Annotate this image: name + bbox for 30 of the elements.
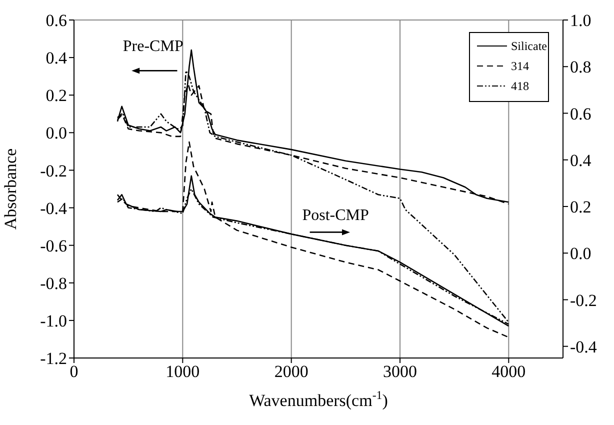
y2-tick-label: 0.0 <box>570 244 592 264</box>
y2-tick-label: 0.2 <box>570 198 592 217</box>
legend-label: 314 <box>511 59 529 73</box>
y-axis-title: Absorbance <box>1 148 20 230</box>
y-tick-label: -1.0 <box>40 311 67 330</box>
annotation: Pre-CMP <box>122 38 184 56</box>
annotation: Post-CMP <box>302 207 369 224</box>
y-tick-label: -1.2 <box>40 349 67 368</box>
y-tick-label: 0.2 <box>46 86 67 106</box>
x-axis-title: Wavenumbers(cm$^{-1}$) <box>249 388 388 410</box>
y2-tick-label: 0.8 <box>570 58 592 77</box>
y-tick-label: -0.4 <box>40 198 68 218</box>
y-tick-label: 0.4 <box>46 48 68 68</box>
y-tick-label: -0.6 <box>40 236 67 256</box>
legend-label: Silicate <box>511 39 547 53</box>
y2-tick-label: -0.2 <box>570 290 597 310</box>
y2-tick-label: 0.6 <box>570 104 592 124</box>
y-tick-label: 0.6 <box>46 11 67 30</box>
y-tick-label: -0.8 <box>40 274 67 293</box>
y2-tick-label: 1.0 <box>570 11 592 30</box>
legend-label: 418 <box>511 79 529 93</box>
x-tick-label: 2000 <box>274 362 308 382</box>
x-tick-label: 1000 <box>166 362 200 382</box>
x-tick-label: 3000 <box>383 362 417 382</box>
x-tick-label: 0 <box>70 362 78 382</box>
y2-tick-label: -0.4 <box>570 337 598 356</box>
y-tick-label: 0.0 <box>46 124 67 143</box>
y2-tick-label: 0.4 <box>570 150 592 170</box>
x-tick-label: 4000 <box>492 362 526 382</box>
y-tick-label: -0.2 <box>40 161 67 180</box>
